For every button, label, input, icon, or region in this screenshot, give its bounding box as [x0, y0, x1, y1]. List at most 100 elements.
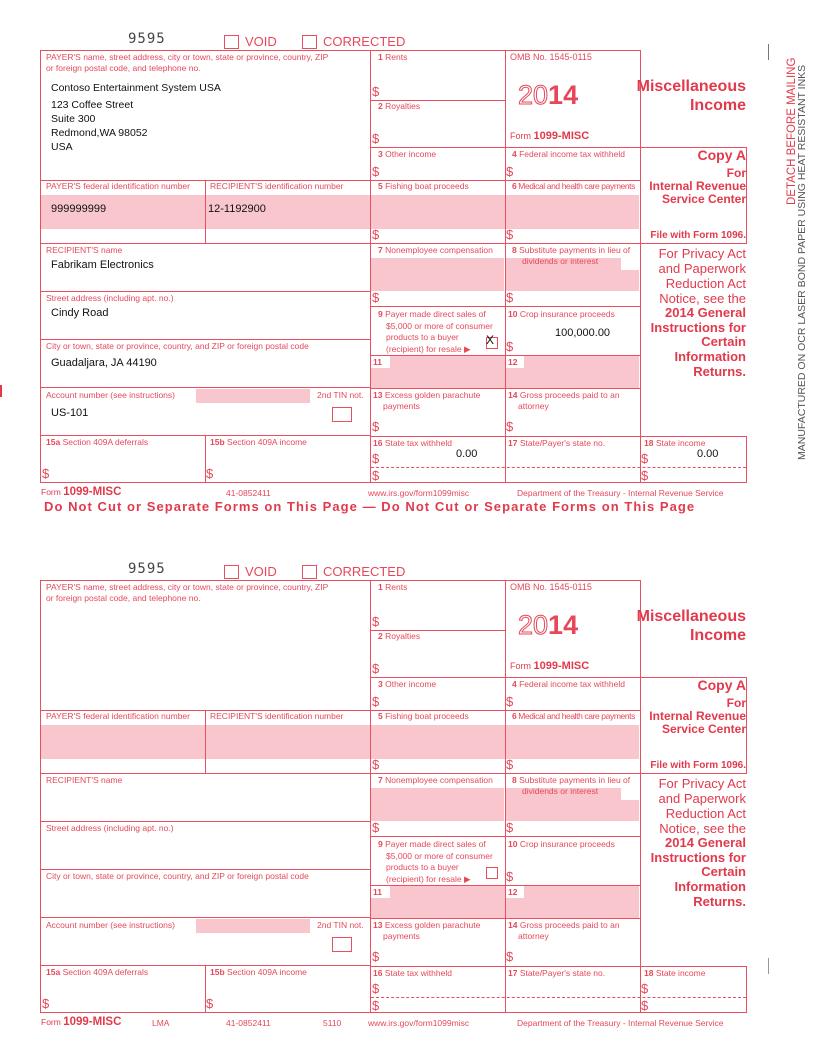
box-number: 17 [508, 438, 518, 448]
box-14-label-line2: attorney [518, 401, 549, 411]
footer-url[interactable]: www.irs.gov/form1099misc [368, 488, 470, 498]
privacy-notice: For Privacy Act [658, 776, 746, 791]
city-label: City or town, state or province, country… [46, 341, 309, 351]
box-11[interactable] [370, 885, 506, 919]
dollar-sign: $ [372, 694, 380, 709]
box-number: 6 [512, 711, 517, 721]
copy-a: Copy A [697, 677, 746, 693]
corrected-label: CORRECTED [323, 34, 406, 49]
box-number: 16 [373, 438, 383, 448]
box-label-text: Medical and health care payments [518, 711, 635, 721]
dollar-sign: $ [641, 468, 649, 483]
box-9-checkbox[interactable] [486, 867, 498, 879]
box-5-label: 5 Fishing boat proceeds [378, 711, 469, 722]
box-number: 15a [46, 437, 61, 447]
copy-a: Copy A [697, 147, 746, 163]
box-number: 1 [378, 582, 383, 592]
dollar-sign: $ [506, 869, 514, 884]
payer-line: Redmond,WA 98052 [51, 127, 148, 139]
box-12[interactable] [505, 355, 641, 389]
box-number: 10 [508, 309, 518, 319]
form-prefix: Form [510, 661, 531, 671]
box-2-label: 2 Royalties [378, 101, 420, 112]
privacy-notice: For Privacy Act [658, 246, 746, 261]
irs-line: Service Center [661, 192, 746, 206]
box-11-label: 11 [373, 357, 382, 367]
dollar-sign: $ [372, 757, 380, 772]
box-9-label-line: products to a buyer [386, 332, 459, 342]
box-label-text: Payer made direct sales of [385, 309, 486, 319]
dollar-sign: $ [372, 949, 380, 964]
dollar-sign: $ [506, 419, 514, 434]
instructions-notice: Certain [701, 864, 746, 880]
box-number: 2 [378, 631, 383, 641]
shaded-area [371, 258, 504, 291]
box-12[interactable] [505, 885, 641, 919]
account-label: Account number (see instructions) [46, 920, 175, 930]
box-11-label: 11 [373, 887, 382, 897]
box-14-label-line2: attorney [518, 931, 549, 941]
dollar-sign: $ [372, 227, 380, 242]
box-label-text: Gross proceeds paid to an [519, 390, 620, 400]
dollar-sign: $ [372, 820, 380, 835]
box-4-label: 4 Federal income tax withheld [512, 679, 625, 690]
copy-for: For [726, 166, 746, 180]
box-label-text: Nonemployee compensation [385, 775, 493, 785]
box-18-value: 0.00 [697, 448, 719, 460]
box-6-label: 6 Medical and health care payments [512, 711, 635, 722]
box-number: 17 [508, 968, 518, 978]
dollar-sign: $ [506, 694, 514, 709]
void-checkbox[interactable] [224, 565, 239, 579]
box-9-checkbox[interactable] [486, 337, 498, 349]
box-label-text: Nonemployee compensation [385, 245, 493, 255]
instructions-notice: Instructions for [650, 319, 746, 335]
box-label-text: Crop insurance proceeds [519, 839, 615, 849]
box-number: 15b [210, 437, 225, 447]
box-label-text: State tax withheld [384, 968, 452, 978]
box-8-label-line2: dividends or interest [522, 256, 599, 266]
shaded-area [621, 270, 639, 291]
box-10-label: 10 Crop insurance proceeds [508, 839, 615, 850]
box-label-text: Excess golden parachute [384, 390, 481, 400]
box-number: 13 [373, 920, 383, 930]
corrected-checkbox[interactable] [302, 565, 317, 579]
dollar-sign: $ [42, 996, 50, 1011]
void-checkbox[interactable] [224, 35, 239, 49]
box-18[interactable] [640, 436, 747, 483]
second-tin-checkbox[interactable] [332, 937, 352, 952]
dollar-sign: $ [372, 661, 380, 676]
dollar-sign: $ [372, 164, 380, 179]
box-number: 4 [512, 679, 517, 689]
void-label: VOID [245, 564, 277, 579]
manufactured-notice: MANUFACTURED ON OCR LASER BOND PAPER USI… [796, 64, 808, 460]
instructions-notice: 2014 General [665, 835, 746, 850]
box-15b-label: 15b Section 409A income [210, 967, 307, 978]
instructions-notice: Instructions for [650, 849, 746, 865]
box-7-label: 7 Nonemployee compensation [378, 775, 493, 786]
box-11[interactable] [370, 355, 506, 389]
payer-info-label: PAYER'S name, street address, city or to… [46, 52, 329, 62]
footer-url[interactable]: www.irs.gov/form1099misc [368, 1018, 470, 1028]
tax-year: 2014 [517, 80, 579, 111]
box-number: 3 [378, 679, 383, 689]
footer-code: 41-0852411 [226, 1018, 271, 1028]
box-number: 15a [46, 967, 61, 977]
year-bold: 14 [548, 80, 579, 110]
box-number: 14 [508, 390, 518, 400]
second-tin-checkbox[interactable] [332, 407, 352, 422]
corrected-checkbox[interactable] [302, 35, 317, 49]
recipient-name-value: Fabrikam Electronics [51, 259, 154, 271]
payer-info-label-line2: or foreign postal code, and telephone no… [46, 63, 201, 73]
irs-line: Internal Revenue [649, 709, 746, 723]
shaded-area [371, 788, 504, 821]
box-10-label: 10 Crop insurance proceeds [508, 309, 615, 320]
footer-dept: Department of the Treasury - Internal Re… [517, 488, 724, 498]
city-label: City or town, state or province, country… [46, 871, 309, 881]
box-number: 5 [378, 181, 383, 191]
box-number: 15b [210, 967, 225, 977]
box-label-text: Federal income tax withheld [519, 149, 625, 159]
box-10-value: 100,000.00 [555, 327, 611, 339]
dollar-sign: $ [372, 451, 380, 466]
tax-year: 2014 [517, 610, 578, 641]
box-18[interactable] [640, 966, 747, 1013]
